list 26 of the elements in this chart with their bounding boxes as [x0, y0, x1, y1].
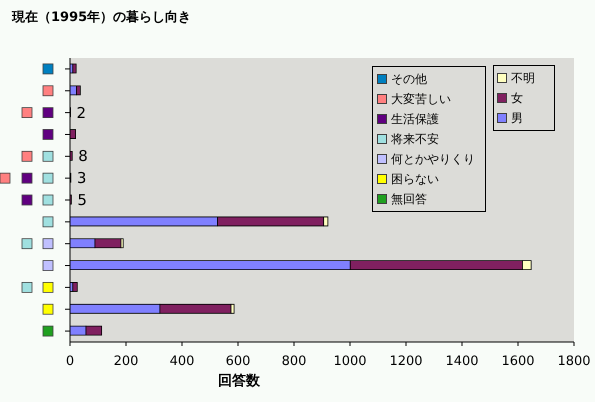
x-axis-title: 回答数	[218, 372, 260, 390]
annotation: その他	[390, 71, 428, 88]
x-tick-label: 200	[114, 354, 138, 370]
annotation: 無回答	[390, 191, 428, 208]
x-tick-label: 600	[226, 354, 250, 370]
annotation: 何とかやりくり	[390, 151, 476, 168]
x-tick-label: 400	[170, 354, 194, 370]
chart-title: 現在（1995年）の暮らし向き	[12, 9, 192, 26]
annotation: 困らない	[390, 171, 440, 188]
x-tick-label: 1000	[333, 354, 367, 370]
legend-label: 男	[510, 110, 524, 127]
annotation: 将来不安	[390, 131, 440, 148]
x-tick-label: 800	[282, 354, 306, 370]
total-label: 3	[76, 169, 86, 188]
total-label: 8	[78, 147, 88, 166]
total-label: 5	[77, 191, 87, 209]
x-tick-label: 1400	[445, 354, 479, 370]
legend-label: 不明	[510, 70, 536, 87]
annotation: 生活保護	[390, 111, 440, 128]
legend-label: 女	[510, 90, 524, 107]
x-tick-label: 1800	[557, 354, 591, 370]
annotation: 大変苦しい	[390, 91, 452, 108]
x-tick-label: 0	[66, 354, 74, 370]
x-tick-label: 1600	[501, 354, 535, 370]
x-tick-label: 1200	[389, 354, 423, 370]
total-label: 2	[76, 104, 86, 122]
